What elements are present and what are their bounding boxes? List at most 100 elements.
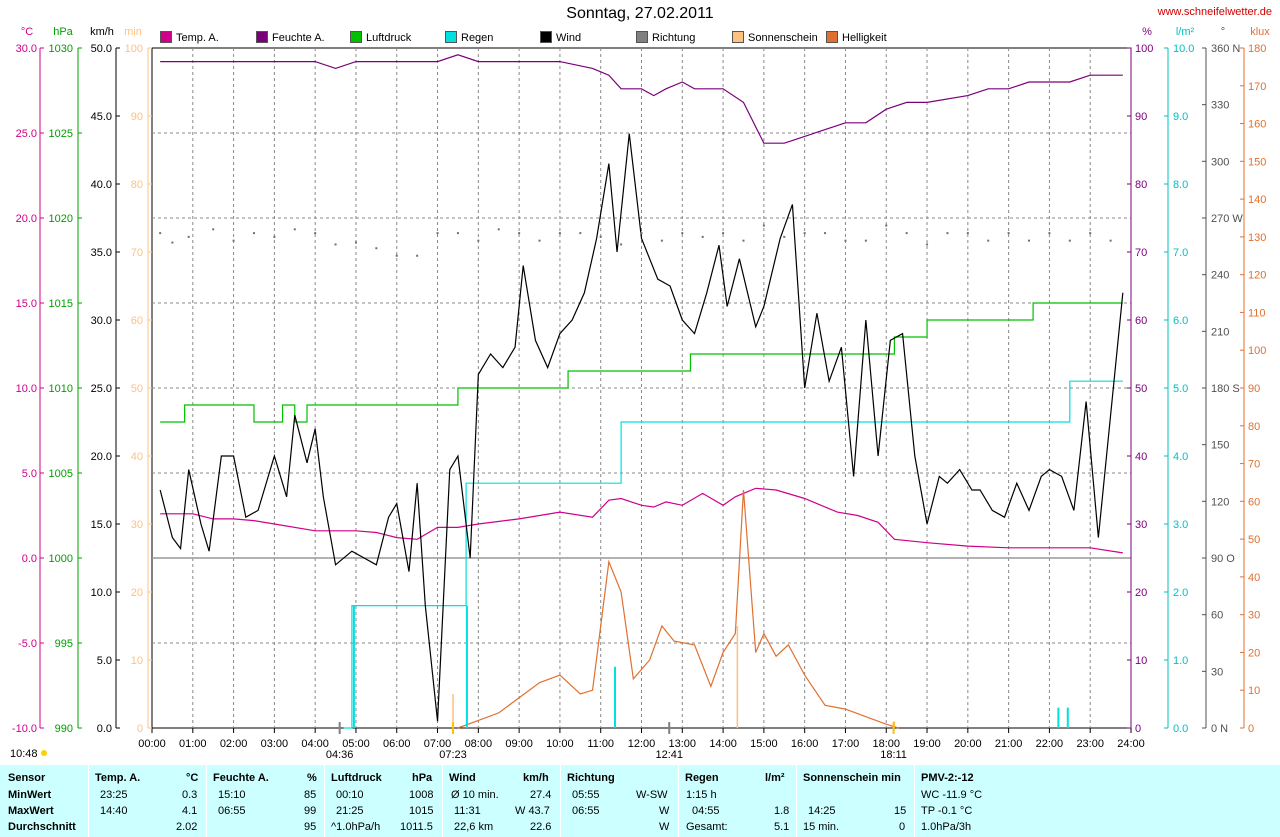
hum-unit-label: %	[1142, 26, 1152, 38]
hum-avg-value: 95	[304, 821, 317, 833]
dir-header: Richtung	[567, 772, 615, 784]
temp-tick-label: 5.0	[22, 468, 37, 480]
direction-point	[293, 228, 296, 231]
direction-point	[640, 232, 643, 235]
direction-point	[803, 232, 806, 235]
wind-unit-label: km/h	[90, 26, 114, 38]
row-max: MaxWert	[8, 805, 54, 817]
wind-tick-label: 25.0	[91, 383, 112, 395]
direction-point	[864, 239, 867, 242]
legend-item-direction: Richtung	[636, 31, 695, 44]
direction-point	[966, 232, 969, 235]
sun-marker-label: 07:23	[439, 749, 467, 761]
temp-header: Temp. A.	[95, 772, 141, 784]
sun-avg-value: 0	[899, 821, 906, 833]
direction-point	[742, 239, 745, 242]
sun-tick-label: 80	[131, 179, 143, 191]
direction-point	[1109, 239, 1112, 242]
dir-tick-label: 30	[1211, 666, 1223, 678]
chart-title: Sonntag, 27.02.2011	[566, 5, 714, 22]
lux-tick-label: 180	[1248, 43, 1266, 55]
hum-min-value: 85	[304, 789, 317, 801]
hum-tick-label: 10	[1135, 655, 1147, 667]
legend-item-humidity: Feuchte A.	[256, 31, 325, 44]
wind-avg10-label: Ø 10 min.	[451, 789, 499, 801]
hum-tick-label: 30	[1135, 519, 1147, 531]
wind-max-value: W 43.7	[515, 805, 550, 817]
direction-point	[844, 239, 847, 242]
direction-point	[762, 224, 765, 227]
wind-tick-label: 30.0	[91, 315, 112, 327]
dir-tick-label: 90 O	[1211, 553, 1235, 565]
wind-tick-label: 35.0	[91, 247, 112, 259]
series-line-tempa	[160, 487, 1123, 554]
current-time-label: 10:48	[10, 748, 38, 760]
press-tick-label: 990	[55, 723, 73, 735]
sun-icon	[41, 750, 47, 756]
temp-min-time: 23:25	[100, 789, 128, 801]
press-trend: ^1.0hPa/h	[331, 821, 381, 833]
lux-tick-label: 160	[1248, 119, 1266, 131]
rain-tick-label: 1.0	[1173, 655, 1188, 667]
direction-point	[314, 232, 317, 235]
sun-tick-label: 50	[131, 383, 143, 395]
direction-point	[558, 232, 561, 235]
direction-point	[273, 235, 276, 238]
sensor-header: Sensor	[8, 772, 46, 784]
x-tick-label: 06:00	[383, 738, 411, 750]
press-tick-label: 1010	[49, 383, 73, 395]
x-tick-label: 18:00	[872, 738, 900, 750]
sun-tick-label: 0	[137, 723, 143, 735]
direction-point	[212, 228, 215, 231]
rain-unit-label: l/m²	[1176, 26, 1195, 38]
press-min-value: 1008	[409, 789, 434, 801]
x-tick-label: 05:00	[342, 738, 370, 750]
rain-duration: 1:15 h	[686, 789, 717, 801]
series-line-feuchtea	[160, 54, 1123, 144]
legend-swatch	[732, 31, 744, 43]
x-tick-label: 17:00	[832, 738, 860, 750]
sun-tick-label: 90	[131, 111, 143, 123]
x-tick-label: 24:00	[1117, 738, 1145, 750]
legend-swatch	[445, 31, 457, 43]
dir-tick-label: 240	[1211, 270, 1229, 282]
direction-point	[620, 243, 623, 246]
site-link[interactable]: www.schneifelwetter.de	[1157, 6, 1272, 18]
legend-swatch	[256, 31, 268, 43]
hum-header: Feuchte A.	[213, 772, 269, 784]
lux-tick-label: 170	[1248, 81, 1266, 93]
x-tick-label: 03:00	[261, 738, 289, 750]
wind-unit: km/h	[523, 772, 549, 784]
series-line-wind	[159, 133, 1124, 722]
dir-tick-label: 300	[1211, 156, 1229, 168]
direction-point	[681, 232, 684, 235]
pmv-dewpoint: TP -0.1 °C	[921, 805, 973, 817]
pmv-windchill: WC -11.9 °C	[921, 789, 983, 801]
legend-swatch	[540, 31, 552, 43]
direction-point	[354, 241, 357, 244]
direction-point	[946, 232, 949, 235]
temp-tick-label: 20.0	[16, 213, 37, 225]
wind-distance: 22,6 km	[454, 821, 494, 833]
wind-tick-label: 0.0	[97, 723, 112, 735]
rain-max-time: 04:55	[692, 805, 720, 817]
wind-tick-label: 20.0	[91, 451, 112, 463]
dir-tick-label: 330	[1211, 100, 1229, 112]
press-header: Luftdruck	[331, 772, 382, 784]
direction-point	[497, 228, 500, 231]
press-unit: hPa	[412, 772, 433, 784]
direction-point	[456, 232, 459, 235]
rain-max-value: 1.8	[774, 805, 790, 817]
lux-tick-label: 110	[1248, 307, 1266, 319]
direction-point	[477, 239, 480, 242]
legend-item-sunshine: Sonnenschein	[732, 31, 818, 44]
x-tick-label: 02:00	[220, 738, 248, 750]
wind-avg-value: 22.6	[530, 821, 552, 833]
temp-tick-label: -5.0	[18, 638, 37, 650]
dir-r1-value: W-SW	[636, 789, 668, 801]
row-min: MinWert	[8, 789, 52, 801]
direction-point	[1048, 232, 1051, 235]
x-tick-label: 09:00	[505, 738, 533, 750]
x-tick-label: 22:00	[1036, 738, 1064, 750]
x-tick-label: 00:00	[138, 738, 166, 750]
